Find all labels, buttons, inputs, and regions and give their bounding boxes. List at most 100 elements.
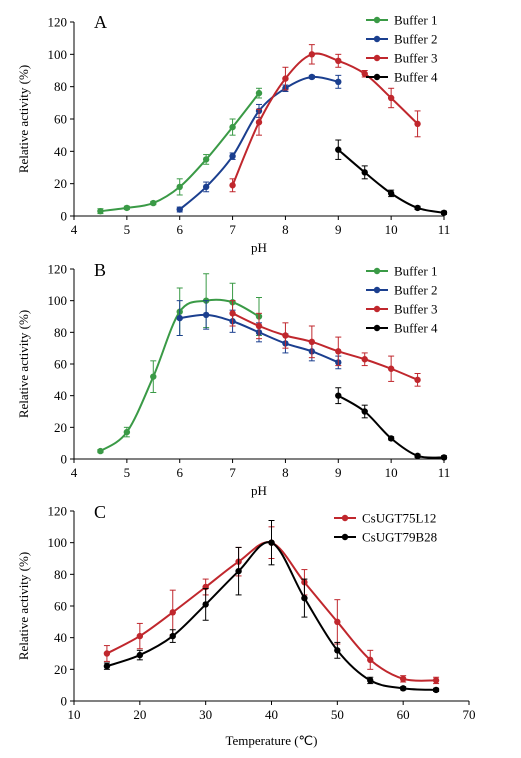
legend-entry: Buffer 2	[366, 32, 437, 47]
legend-swatch-marker	[373, 35, 381, 43]
legend-entry: Buffer 2	[366, 283, 437, 298]
x-tick-label: 60	[397, 707, 410, 722]
data-point	[282, 75, 289, 82]
data-point	[414, 452, 421, 460]
panel-c: 10 20 30 40 50 60 70 0 20 40 60 80 100 120 Temperature…	[16, 502, 476, 748]
legend-swatch-marker	[341, 533, 349, 541]
data-point	[414, 120, 421, 128]
legend-entry: CsUGT79B28	[334, 530, 437, 545]
legend-swatch-marker	[373, 305, 381, 313]
data-point	[229, 152, 236, 160]
data-point	[202, 183, 210, 191]
data-point	[440, 454, 448, 461]
y-tick-label: 120	[48, 15, 68, 30]
data-point	[308, 51, 316, 58]
series-buffer-3	[229, 300, 421, 387]
data-point	[335, 392, 342, 399]
y-tick-label: 20	[54, 420, 67, 435]
series-buffer-1	[97, 87, 263, 215]
data-point	[136, 651, 144, 659]
data-point	[335, 57, 342, 64]
series-csugt79b28	[103, 520, 440, 694]
x-axis-title: Temperature (℃)	[225, 733, 317, 748]
y-tick-label: 80	[54, 567, 67, 582]
data-point	[414, 376, 421, 384]
data-point	[202, 601, 209, 608]
panel-b: 4 5 6 7 8 9 10 11 0 20 40 60 80 100 120 pH Relative acti…	[16, 260, 450, 498]
y-tick-label: 40	[54, 144, 67, 159]
y-tick-label: 120	[48, 262, 68, 277]
legend-label: CsUGT79B28	[362, 530, 437, 545]
legend-label: CsUGT75L12	[362, 511, 436, 526]
x-tick-label: 10	[385, 222, 398, 237]
x-tick-label: 6	[176, 222, 183, 237]
data-point	[387, 365, 395, 372]
panel-label: A	[94, 12, 107, 32]
data-point	[169, 632, 176, 640]
legend-entry: Buffer 4	[366, 321, 438, 336]
data-point	[176, 314, 183, 322]
data-point	[308, 338, 316, 346]
data-point	[282, 332, 289, 339]
data-point	[335, 146, 342, 153]
data-point	[335, 78, 342, 86]
data-point	[103, 650, 111, 657]
legend-entry: Buffer 3	[366, 51, 437, 66]
data-point	[361, 169, 368, 176]
x-tick-label: 10	[385, 465, 398, 480]
y-axis-title: Relative activity (%)	[16, 65, 31, 173]
y-tick-label: 100	[48, 535, 68, 550]
x-tick-label: 11	[438, 222, 451, 237]
y-tick-label: 80	[54, 79, 67, 94]
x-tick-label: 9	[335, 465, 342, 480]
data-point	[399, 685, 407, 692]
x-tick-label: 30	[199, 707, 212, 722]
legend-entry: Buffer 1	[366, 13, 437, 28]
data-point	[440, 209, 448, 216]
legend-label: Buffer 1	[394, 13, 437, 28]
legend-swatch-marker	[373, 73, 381, 81]
data-point	[367, 677, 374, 684]
legend-swatch-marker	[373, 16, 381, 24]
data-point	[387, 190, 395, 197]
legend-swatch-marker	[373, 286, 381, 294]
y-tick-label: 0	[61, 452, 68, 467]
x-tick-label: 5	[124, 465, 131, 480]
legend-swatch-marker	[341, 514, 349, 522]
series-buffer-3	[229, 44, 421, 193]
y-axis-title: Relative activity (%)	[16, 310, 31, 418]
data-point	[150, 373, 157, 380]
panel-a: 4 5 6 7 8 9 10 11 0 20 40 60 80 100 120 pH Relative acti…	[16, 12, 450, 255]
y-tick-label: 60	[54, 112, 67, 127]
data-point	[97, 447, 104, 455]
data-point	[97, 207, 104, 215]
x-tick-label: 7	[229, 465, 236, 480]
data-point	[103, 662, 111, 670]
legend-label: Buffer 4	[394, 321, 438, 336]
x-tick-label: 70	[463, 707, 476, 722]
data-point	[361, 356, 368, 363]
data-point	[432, 686, 440, 694]
x-tick-label: 8	[282, 465, 289, 480]
data-point	[361, 408, 368, 415]
x-tick-label: 50	[331, 707, 344, 722]
legend-entry: CsUGT75L12	[334, 511, 436, 526]
legend-label: Buffer 4	[394, 70, 438, 85]
series-buffer-4	[335, 139, 448, 216]
data-point	[334, 618, 341, 626]
legend-label: Buffer 2	[394, 283, 437, 298]
data-point	[235, 567, 242, 575]
legend-swatch-marker	[373, 267, 381, 275]
data-point	[387, 94, 395, 102]
legend-entry: Buffer 3	[366, 302, 437, 317]
data-point	[150, 199, 157, 207]
data-point	[136, 632, 144, 640]
data-point	[169, 609, 176, 616]
data-point	[176, 183, 183, 191]
data-point	[123, 204, 131, 212]
panel-label: C	[94, 502, 106, 522]
panel-label: B	[94, 260, 106, 280]
legend-label: Buffer 3	[394, 302, 437, 317]
data-point	[308, 73, 316, 81]
data-point	[255, 89, 263, 97]
